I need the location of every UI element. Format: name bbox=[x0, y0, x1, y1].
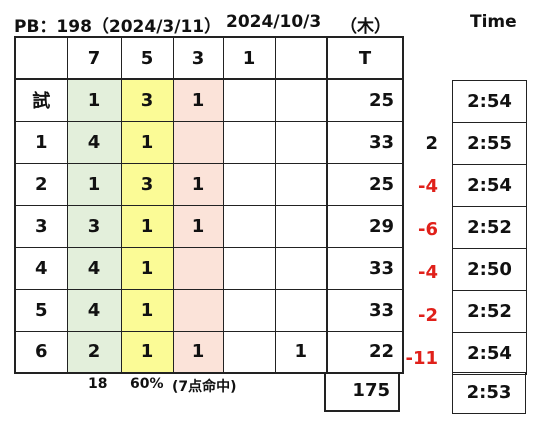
header-col-total: T bbox=[326, 36, 404, 80]
time-row: 2:52 bbox=[452, 290, 527, 333]
time-column-title: Time bbox=[470, 12, 517, 32]
cell-col-3 bbox=[172, 288, 224, 332]
weekday-label: （木） bbox=[340, 17, 391, 37]
time-cell: 2:52 bbox=[452, 290, 527, 333]
time-row: 2:54 bbox=[452, 332, 527, 375]
cell-col-blank bbox=[274, 120, 328, 164]
row-label: 1 bbox=[14, 120, 68, 164]
time-row: 2:55 bbox=[452, 122, 527, 165]
row-total: 25 bbox=[326, 78, 404, 122]
score-diff: 2 bbox=[425, 133, 438, 154]
cell-col-5: 1 bbox=[120, 120, 174, 164]
row-label: 5 bbox=[14, 288, 68, 332]
score-diff: -2 bbox=[418, 305, 438, 326]
cell-col-7: 4 bbox=[66, 120, 122, 164]
cell-col-3 bbox=[172, 120, 224, 164]
header-col-7: 7 bbox=[66, 36, 122, 80]
time-cell: 2:50 bbox=[452, 248, 527, 291]
header-col-blank bbox=[274, 36, 328, 80]
cell-col-1 bbox=[222, 246, 276, 290]
score-row: 1 4 1 33 bbox=[14, 120, 404, 164]
cell-col-blank bbox=[274, 288, 328, 332]
cell-col-5: 1 bbox=[120, 246, 174, 290]
score-table-body: 7 5 3 1 T 試 1 3 1 25 1 4 1 33 2 1 3 1 25 3 3 1 1 29 4 4 1 33 5 4… bbox=[14, 36, 404, 374]
header-col-5: 5 bbox=[120, 36, 174, 80]
time-cell: 2:52 bbox=[452, 206, 527, 249]
row-total: 33 bbox=[326, 120, 404, 164]
cell-col-7: 2 bbox=[66, 330, 122, 374]
cell-col-blank bbox=[274, 162, 328, 206]
header-corner-cell bbox=[14, 36, 68, 80]
cell-col-3 bbox=[172, 246, 224, 290]
row-total: 33 bbox=[326, 246, 404, 290]
score-row: 試 1 3 1 25 bbox=[14, 78, 404, 122]
row-total: 33 bbox=[326, 288, 404, 332]
cell-col-blank bbox=[274, 204, 328, 248]
cell-col-7: 4 bbox=[66, 288, 122, 332]
hit-note: (7点命中) bbox=[172, 379, 237, 395]
row-label: 6 bbox=[14, 330, 68, 374]
personal-best-label: PB：198（2024/3/11） bbox=[14, 17, 222, 37]
header-col-3: 3 bbox=[172, 36, 224, 80]
time-table: 2:54 2:55 2:54 2:52 2:50 2:52 2:54 bbox=[452, 80, 527, 375]
row-total: 29 bbox=[326, 204, 404, 248]
cell-col-1 bbox=[222, 78, 276, 122]
cell-col-3: 1 bbox=[172, 204, 224, 248]
score-diff: -11 bbox=[405, 348, 438, 369]
cell-col-blank bbox=[274, 246, 328, 290]
time-row: 2:54 bbox=[452, 80, 527, 123]
hit-count: 18 bbox=[88, 376, 108, 392]
score-row: 3 3 1 1 29 bbox=[14, 204, 404, 248]
score-diff: -6 bbox=[418, 219, 438, 240]
cell-col-blank bbox=[274, 78, 328, 122]
cell-col-5: 3 bbox=[120, 162, 174, 206]
time-cell: 2:54 bbox=[452, 164, 527, 207]
cell-col-1 bbox=[222, 330, 276, 374]
score-row: 4 4 1 33 bbox=[14, 246, 404, 290]
header-row: PB：198（2024/3/11） 2024/10/3 （木） Time bbox=[0, 8, 540, 37]
cell-col-7: 1 bbox=[66, 162, 122, 206]
time-row: 2:52 bbox=[452, 206, 527, 249]
time-table-body: 2:54 2:55 2:54 2:52 2:50 2:52 2:54 bbox=[452, 80, 527, 375]
cell-col-1 bbox=[222, 288, 276, 332]
cell-col-5: 1 bbox=[120, 204, 174, 248]
cell-col-5: 1 bbox=[120, 288, 174, 332]
time-cell: 2:54 bbox=[452, 332, 527, 375]
time-row: 2:54 bbox=[452, 164, 527, 207]
column-header-row: 7 5 3 1 T bbox=[14, 36, 404, 80]
hit-percent: 60% bbox=[130, 376, 164, 392]
cell-col-7: 3 bbox=[66, 204, 122, 248]
row-total: 22 bbox=[326, 330, 404, 374]
score-row: 6 2 1 1 1 22 bbox=[14, 330, 404, 374]
average-time-cell: 2:53 bbox=[452, 372, 526, 414]
score-row: 5 4 1 33 bbox=[14, 288, 404, 332]
cell-col-1 bbox=[222, 162, 276, 206]
row-label: 試 bbox=[14, 78, 68, 122]
score-table: 7 5 3 1 T 試 1 3 1 25 1 4 1 33 2 1 3 1 25 3 3 1 1 29 4 4 1 33 5 4… bbox=[14, 36, 404, 374]
score-diff: -4 bbox=[418, 176, 438, 197]
cell-col-blank: 1 bbox=[274, 330, 328, 374]
score-row: 2 1 3 1 25 bbox=[14, 162, 404, 206]
cell-col-7: 4 bbox=[66, 246, 122, 290]
cell-col-3: 1 bbox=[172, 162, 224, 206]
row-label: 3 bbox=[14, 204, 68, 248]
row-total: 25 bbox=[326, 162, 404, 206]
grand-total-cell: 175 bbox=[324, 372, 400, 412]
header-col-1: 1 bbox=[222, 36, 276, 80]
cell-col-3: 1 bbox=[172, 78, 224, 122]
cell-col-5: 3 bbox=[120, 78, 174, 122]
time-row: 2:50 bbox=[452, 248, 527, 291]
cell-col-3: 1 bbox=[172, 330, 224, 374]
cell-col-7: 1 bbox=[66, 78, 122, 122]
cell-col-5: 1 bbox=[120, 330, 174, 374]
cell-col-1 bbox=[222, 204, 276, 248]
score-diff: -4 bbox=[418, 262, 438, 283]
row-label: 4 bbox=[14, 246, 68, 290]
score-diff bbox=[398, 80, 454, 122]
date-label: 2024/10/3 bbox=[226, 12, 322, 32]
time-cell: 2:55 bbox=[452, 122, 527, 165]
time-cell: 2:54 bbox=[452, 80, 527, 123]
cell-col-1 bbox=[222, 120, 276, 164]
row-label: 2 bbox=[14, 162, 68, 206]
